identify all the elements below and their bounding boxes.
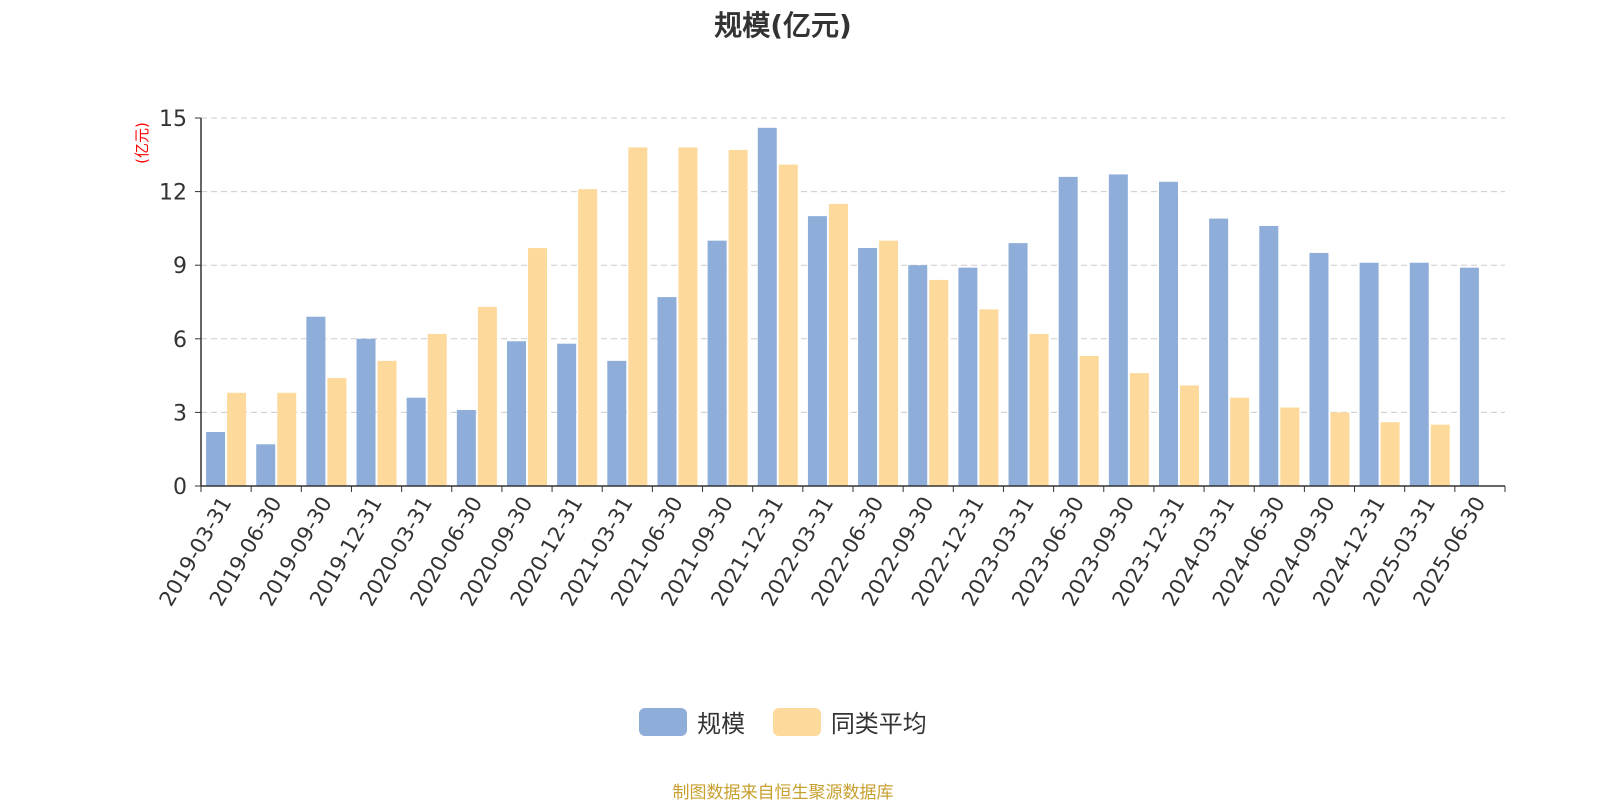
bar-scale <box>807 216 827 486</box>
bar-peer-average <box>1380 422 1400 486</box>
bar-scale <box>1359 262 1379 486</box>
bar-scale <box>1159 181 1178 486</box>
bar-scale <box>1409 262 1429 486</box>
chart-legend: 规模 同类平均 <box>0 704 1566 742</box>
bar-peer-average <box>828 203 848 486</box>
bar-scale <box>958 267 978 486</box>
bar-scale <box>1459 267 1479 486</box>
bar-peer-average <box>277 392 297 486</box>
legend-swatch-scale <box>639 707 688 736</box>
y-tick-label: 9 <box>173 254 187 279</box>
bar-peer-average <box>1230 397 1250 486</box>
data-source-note: 制图数据来自恒生聚源数据库 <box>672 783 894 803</box>
legend-label-scale: 规模 <box>697 710 746 738</box>
bar-scale <box>306 316 326 486</box>
bar-peer-average <box>778 164 798 486</box>
bar-scale <box>406 397 426 486</box>
bar-peer-average <box>929 279 949 486</box>
bar-scale <box>757 127 777 487</box>
bar-scale <box>657 297 677 486</box>
bar-scale <box>507 341 526 486</box>
bar-peer-average <box>1430 424 1450 486</box>
bar-scale <box>1008 243 1028 486</box>
bar-peer-average <box>528 248 547 486</box>
bar-peer-average <box>327 378 347 486</box>
bar-peer-average <box>1180 385 1199 486</box>
y-axis-label: (亿元) <box>133 122 151 164</box>
y-tick-label: 0 <box>173 475 187 500</box>
bar-peer-average <box>1079 355 1099 486</box>
y-tick-label: 15 <box>159 107 187 132</box>
legend-item-peer-average[interactable]: 同类平均 <box>772 704 927 739</box>
bar-peer-average <box>427 333 447 486</box>
bar-peer-average <box>1280 407 1300 486</box>
legend-swatch-peer-average <box>772 707 821 736</box>
y-tick-label: 6 <box>173 328 187 353</box>
bar-scale <box>256 444 276 486</box>
y-tick-label: 12 <box>159 181 187 206</box>
bar-scale <box>356 338 376 486</box>
legend-item-scale[interactable]: 规模 <box>639 704 745 739</box>
legend-label-peer-average: 同类平均 <box>830 710 927 738</box>
bar-peer-average <box>227 392 247 486</box>
bar-peer-average <box>879 240 899 486</box>
bar-scale <box>607 360 627 486</box>
bar-peer-average <box>477 306 497 486</box>
bar-peer-average <box>578 189 598 486</box>
bar-scale <box>908 265 928 486</box>
bar-scale <box>707 240 727 486</box>
bar-peer-average <box>728 149 748 487</box>
bar-scale <box>456 409 476 486</box>
bar-scale <box>1259 225 1279 487</box>
bar-scale <box>206 432 226 486</box>
chart-title: 规模(亿元) <box>714 9 852 42</box>
bar-scale <box>1209 218 1229 486</box>
bar-peer-average <box>1330 412 1350 486</box>
bar-scale <box>1108 174 1128 486</box>
bar-scale <box>557 343 577 486</box>
y-tick-label: 3 <box>173 401 187 426</box>
bar-peer-average <box>1129 373 1149 486</box>
bar-peer-average <box>628 147 648 486</box>
bar-scale <box>1058 176 1078 486</box>
bar-peer-average <box>377 360 397 486</box>
bar-chart: 03691215(亿元)2019-03-312019-06-302019-09-… <box>133 107 1506 610</box>
bar-peer-average <box>979 309 999 486</box>
bar-peer-average <box>678 147 698 486</box>
bar-scale <box>1309 252 1329 486</box>
bar-peer-average <box>1029 333 1049 486</box>
bar-scale <box>858 248 878 486</box>
